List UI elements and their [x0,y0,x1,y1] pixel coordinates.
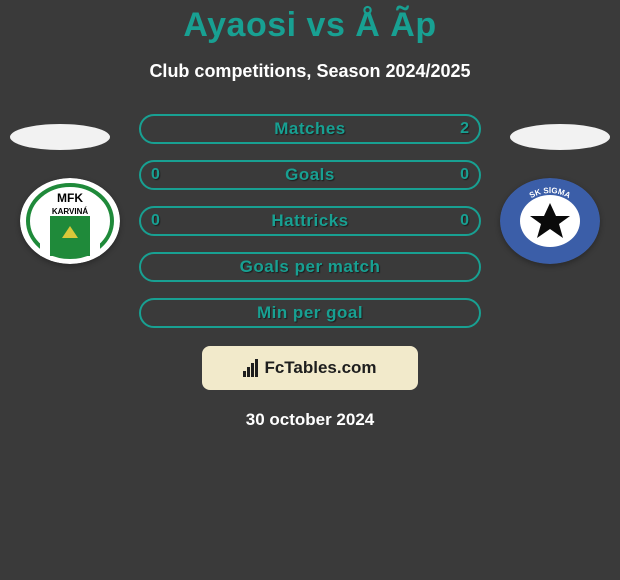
stat-label: Goals [285,165,335,185]
stat-label: Hattricks [271,211,348,231]
svg-text:MFK: MFK [57,191,83,205]
stat-row: 0 Goals 0 [139,160,481,190]
stat-value-left: 0 [151,166,160,184]
player-disc-right [510,124,610,150]
club-badge-right: SK SIGMA [500,178,600,264]
stat-row: Min per goal [139,298,481,328]
brand-text: FcTables.com [264,358,376,378]
stat-label: Min per goal [257,303,363,323]
svg-text:KARVINÁ: KARVINÁ [52,207,89,216]
stat-value-right: 2 [460,120,469,138]
stat-label: Goals per match [240,257,381,277]
page-title: Ayaosi vs Å Ãp [0,6,620,45]
comparison-card: Ayaosi vs Å Ãp Club competitions, Season… [0,0,620,580]
stat-label: Matches [274,119,346,139]
stat-value-left: 0 [151,212,160,230]
stat-value-right: 0 [460,166,469,184]
stat-value-right: 0 [460,212,469,230]
date-text: 30 october 2024 [0,410,620,430]
bar-chart-icon [243,359,258,377]
player-disc-left [10,124,110,150]
club-badge-left-svg: MFK KARVINÁ [20,178,120,264]
stat-row: Matches 2 [139,114,481,144]
stat-row: 0 Hattricks 0 [139,206,481,236]
stat-row: Goals per match [139,252,481,282]
club-badge-right-svg: SK SIGMA [500,178,600,264]
subtitle: Club competitions, Season 2024/2025 [0,61,620,82]
brand-badge: FcTables.com [202,346,418,390]
club-badge-left: MFK KARVINÁ [20,178,120,264]
